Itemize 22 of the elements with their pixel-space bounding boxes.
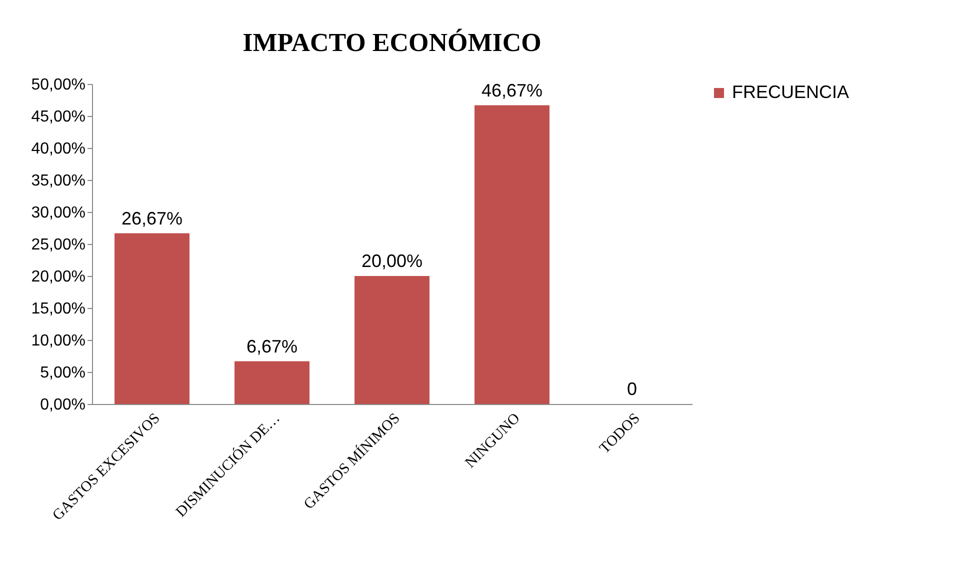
y-tick-label: 40,00% bbox=[31, 140, 86, 158]
y-tick-label: 15,00% bbox=[31, 300, 86, 318]
y-tick-label: 50,00% bbox=[31, 76, 86, 94]
data-label: 46,67% bbox=[481, 80, 543, 100]
bar bbox=[474, 105, 550, 404]
chart-title: IMPACTO ECONÓMICO bbox=[242, 28, 542, 57]
data-label: 26,67% bbox=[121, 208, 183, 228]
y-tick-label: 35,00% bbox=[31, 172, 86, 190]
y-tick-label: 30,00% bbox=[31, 204, 86, 222]
data-label: 6,67% bbox=[246, 336, 298, 356]
y-tick-label: 25,00% bbox=[31, 236, 86, 254]
y-tick-label: 20,00% bbox=[31, 268, 86, 286]
y-tick-label: 5,00% bbox=[40, 364, 86, 382]
legend-label: FRECUENCIA bbox=[732, 82, 850, 102]
y-tick-label: 0,00% bbox=[40, 396, 86, 414]
data-label: 0 bbox=[626, 379, 638, 399]
bar bbox=[354, 276, 430, 404]
bar bbox=[114, 233, 190, 404]
bar bbox=[234, 361, 310, 404]
y-tick-label: 10,00% bbox=[31, 332, 86, 350]
data-label: 20,00% bbox=[361, 251, 423, 271]
y-tick-label: 45,00% bbox=[31, 108, 86, 126]
